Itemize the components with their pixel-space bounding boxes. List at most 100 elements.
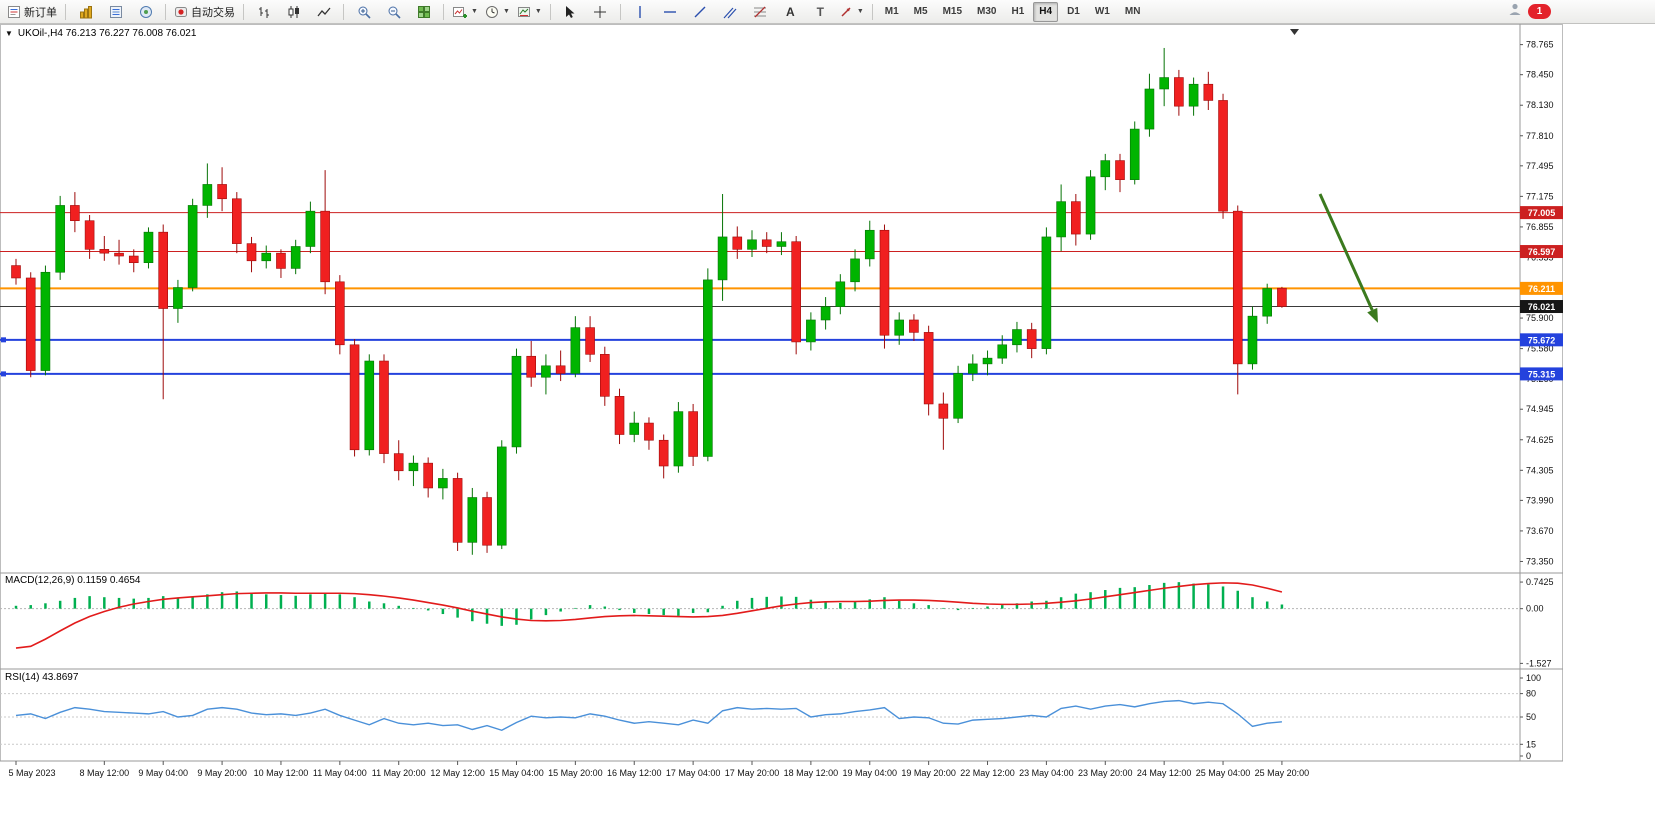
one-click-trading-toggle[interactable]: ▼ [5,29,13,38]
chart-canvas[interactable]: 78.765 78.450 78.130 77.810 77.495 77.175 76.8… [0,24,1655,829]
chevron-down-icon: ▼ [502,8,510,15]
svg-text:-1.527: -1.527 [1526,658,1552,668]
timeframe-h1-button[interactable]: H1 [1011,6,1025,17]
profiles-button[interactable]: ▼ [482,1,513,23]
svg-text:77.495: 77.495 [1526,161,1554,171]
svg-text:12 May 12:00: 12 May 12:00 [430,768,485,778]
new-order-button[interactable]: 新订单 [4,1,60,23]
tile-windows-icon [417,5,431,19]
chart-window: 78.765 78.450 78.130 77.810 77.495 77.175 76.8… [0,24,1655,829]
svg-text:74.945: 74.945 [1526,404,1554,414]
svg-text:19 May 04:00: 19 May 04:00 [842,768,897,778]
channel-button[interactable] [716,1,745,23]
timeframe-m15-button[interactable]: M15 [942,6,963,17]
zoom-out-button[interactable] [379,1,408,23]
svg-text:74.305: 74.305 [1526,465,1554,475]
autotrading-status-icon [174,5,188,19]
navigator-icon [139,5,153,19]
macd-indicator-label: MACD(12,26,9) 0.1159 0.4654 [5,575,141,586]
toolbar-separator [443,3,444,20]
candlestick-chart-button[interactable] [279,1,308,23]
chart-header: ▼ UKOil-,H4 76.213 76.227 76.008 76.021 [5,28,196,39]
svg-text:11 May 20:00: 11 May 20:00 [372,768,426,778]
text-button[interactable]: A [776,1,805,23]
horizontal-line-button[interactable] [656,1,685,23]
chart-shift-marker[interactable] [1290,29,1299,35]
svg-text:0: 0 [1526,751,1531,761]
zoom-out-icon [387,5,401,19]
svg-text:15: 15 [1526,739,1536,749]
toolbar-separator [243,3,244,20]
svg-text:5 May 2023: 5 May 2023 [8,768,55,778]
svg-text:25 May 20:00: 25 May 20:00 [1255,768,1310,778]
main-toolbar: 新订单 自动交易 ▼ ▼ ▼ [0,0,1655,24]
account-icon[interactable] [1508,2,1522,21]
toolbar-separator [619,3,621,20]
svg-text:22 May 12:00: 22 May 12:00 [960,768,1015,778]
svg-text:11 May 04:00: 11 May 04:00 [313,768,367,778]
zoom-in-button[interactable] [349,1,378,23]
text-label-icon: T [816,4,824,19]
tile-windows-button[interactable] [409,1,438,23]
svg-text:24 May 12:00: 24 May 12:00 [1137,768,1192,778]
bar-chart-gold-icon [79,5,93,19]
chart-ohlc-title: UKOil-,H4 76.213 76.227 76.008 76.021 [17,28,197,39]
crosshair-button[interactable] [586,1,615,23]
svg-text:9 May 04:00: 9 May 04:00 [138,768,188,778]
svg-text:77.005: 77.005 [1528,208,1556,218]
svg-text:78.765: 78.765 [1526,40,1554,50]
time-scale[interactable]: 5 May 2023 8 May 12:00 9 May 04:00 9 May 20… [8,761,1309,778]
arrows-button[interactable]: ▼ [836,1,867,23]
line-chart-button[interactable] [309,1,338,23]
svg-text:77.175: 77.175 [1526,191,1554,201]
timeframe-d1-button[interactable]: D1 [1067,6,1080,17]
candlestick-chart-icon [287,5,301,19]
new-order-icon [7,5,21,19]
timeframe-h4-button[interactable]: H4 [1033,1,1059,22]
rsi-indicator-label: RSI(14) 43.8697 [5,672,79,683]
indicators-button[interactable]: ▼ [514,1,545,23]
vertical-line-icon [634,5,646,19]
toolbar-separator [871,3,873,20]
equidistant-channel-icon [723,5,737,19]
macd-panel: 0.7425 0.00 -1.527 [0,577,1554,668]
toolbar-separator [343,3,344,20]
svg-text:15 May 04:00: 15 May 04:00 [489,768,544,778]
trendline-button[interactable] [686,1,715,23]
market-watch-button[interactable] [101,1,130,23]
timeframe-mn-button[interactable]: MN [1124,6,1141,17]
arrow-tool-icon [839,5,853,19]
timeframe-m1-button[interactable]: M1 [884,6,899,17]
autotrading-button[interactable]: 自动交易 [171,1,238,23]
navigator-button[interactable] [131,1,160,23]
charts-button[interactable] [71,1,100,23]
svg-text:77.810: 77.810 [1526,131,1554,141]
line-chart-icon [316,5,331,19]
vertical-line-button[interactable] [626,1,655,23]
new-chart-button[interactable]: ▼ [449,1,481,23]
bar-chart-button[interactable] [249,1,278,23]
zoom-in-icon [357,5,371,19]
market-watch-icon [109,5,123,19]
svg-text:78.130: 78.130 [1526,100,1554,110]
svg-text:100: 100 [1526,673,1541,683]
svg-text:9 May 20:00: 9 May 20:00 [197,768,247,778]
svg-text:75.672: 75.672 [1528,335,1556,345]
svg-text:18 May 12:00: 18 May 12:00 [784,768,839,778]
timeframe-m5-button[interactable]: M5 [913,6,928,17]
svg-text:0.7425: 0.7425 [1526,577,1554,587]
timeframe-w1-button[interactable]: W1 [1094,6,1110,17]
fibonacci-button[interactable] [746,1,775,23]
timeframe-m30-button[interactable]: M30 [977,6,997,17]
svg-text:17 May 04:00: 17 May 04:00 [666,768,721,778]
notification-badge[interactable]: 1 [1528,4,1551,19]
toolbar-separator [165,3,166,20]
price-scale[interactable]: 78.765 78.450 78.130 77.810 77.495 77.175 76.8… [1520,40,1563,567]
svg-text:76.021: 76.021 [1528,302,1556,312]
chevron-down-icon: ▼ [856,8,864,15]
svg-text:73.670: 73.670 [1526,526,1554,536]
svg-text:80: 80 [1526,689,1536,699]
cursor-button[interactable] [556,1,585,23]
trend-arrow-object[interactable] [1318,193,1378,323]
text-label-button[interactable]: T [806,1,835,23]
